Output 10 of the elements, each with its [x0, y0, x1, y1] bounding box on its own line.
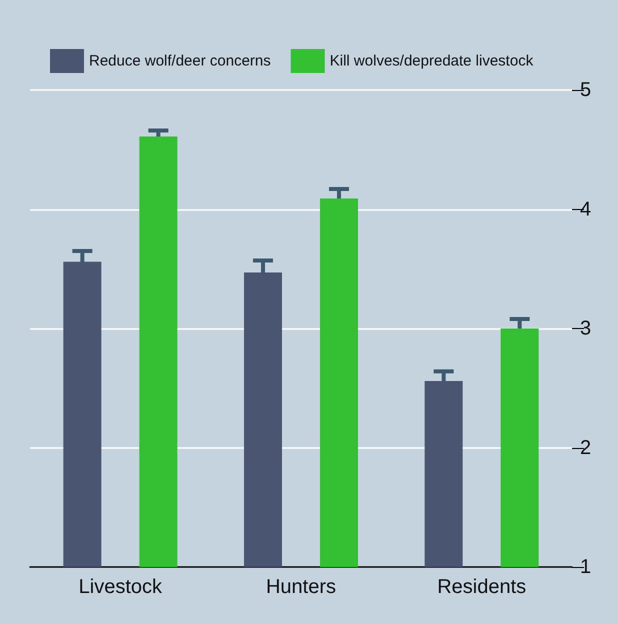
y-tick-label: 4 [580, 198, 592, 220]
y-tick-label: 5 [580, 79, 592, 101]
x-tick-label: Livestock [78, 576, 164, 598]
x-tick-label: Residents [437, 576, 526, 598]
legend-label: Kill wolves/depredate livestock [330, 52, 534, 70]
y-tick-label: 1 [580, 556, 592, 578]
y-tick-label: 2 [580, 436, 592, 459]
y-tick-label: 3 [580, 318, 592, 340]
legend-label: Reduce wolf/deer concerns [89, 52, 271, 70]
x-tick-label: Hunters [266, 576, 336, 598]
